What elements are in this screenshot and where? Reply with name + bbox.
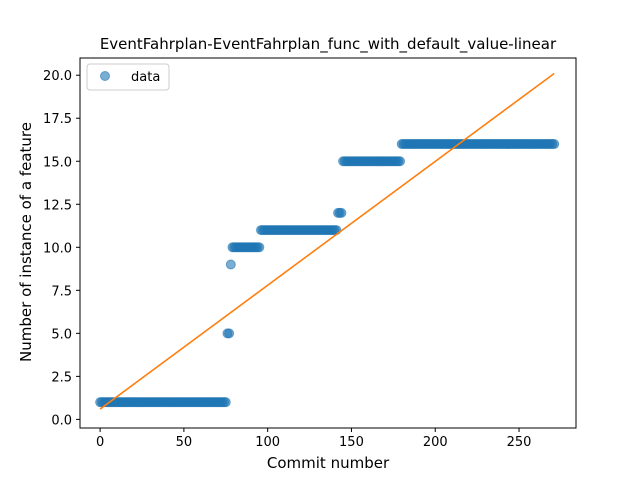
data-point xyxy=(331,225,342,236)
x-tick-label: 50 xyxy=(176,435,193,450)
x-tick-label: 100 xyxy=(255,435,280,450)
y-tick-label: 10.0 xyxy=(43,241,72,256)
data-points xyxy=(95,139,560,408)
data-point xyxy=(254,242,265,253)
x-tick-label: 200 xyxy=(423,435,448,450)
data-point xyxy=(224,328,235,339)
plot-frame xyxy=(79,57,577,429)
legend-entry-data: data xyxy=(131,70,160,85)
x-axis-label: Commit number xyxy=(267,454,390,472)
y-axis-ticks: 0.0 2.5 5.0 7.5 10.0 12.5 15.0 17.5 20.0 xyxy=(43,69,80,428)
data-point xyxy=(336,207,347,218)
x-axis-ticks: 0 50 100 150 200 250 xyxy=(96,428,531,450)
x-tick-label: 250 xyxy=(507,435,532,450)
data-point xyxy=(220,397,231,408)
data-point xyxy=(395,156,406,167)
y-tick-label: 2.5 xyxy=(51,370,72,385)
y-axis-label: Number of instance of a feature xyxy=(17,122,35,362)
x-tick-label: 0 xyxy=(96,435,104,450)
legend-marker xyxy=(100,71,110,81)
fit-line-group xyxy=(99,72,555,410)
data-point xyxy=(549,139,560,150)
y-tick-label: 15.0 xyxy=(43,155,72,170)
y-tick-label: 20.0 xyxy=(43,69,72,84)
plot-area xyxy=(79,57,577,429)
linear-fit-line xyxy=(99,72,555,410)
y-tick-label: 7.5 xyxy=(51,284,72,299)
x-tick-label: 150 xyxy=(339,435,364,450)
legend: data xyxy=(86,63,170,91)
data-point xyxy=(225,259,236,270)
legend-box xyxy=(86,63,170,91)
y-tick-label: 0.0 xyxy=(51,413,72,428)
y-tick-label: 5.0 xyxy=(51,327,72,342)
y-tick-label: 12.5 xyxy=(43,198,72,213)
chart-title: EventFahrplan-EventFahrplan_func_with_de… xyxy=(100,35,557,54)
y-tick-label: 17.5 xyxy=(43,112,72,127)
